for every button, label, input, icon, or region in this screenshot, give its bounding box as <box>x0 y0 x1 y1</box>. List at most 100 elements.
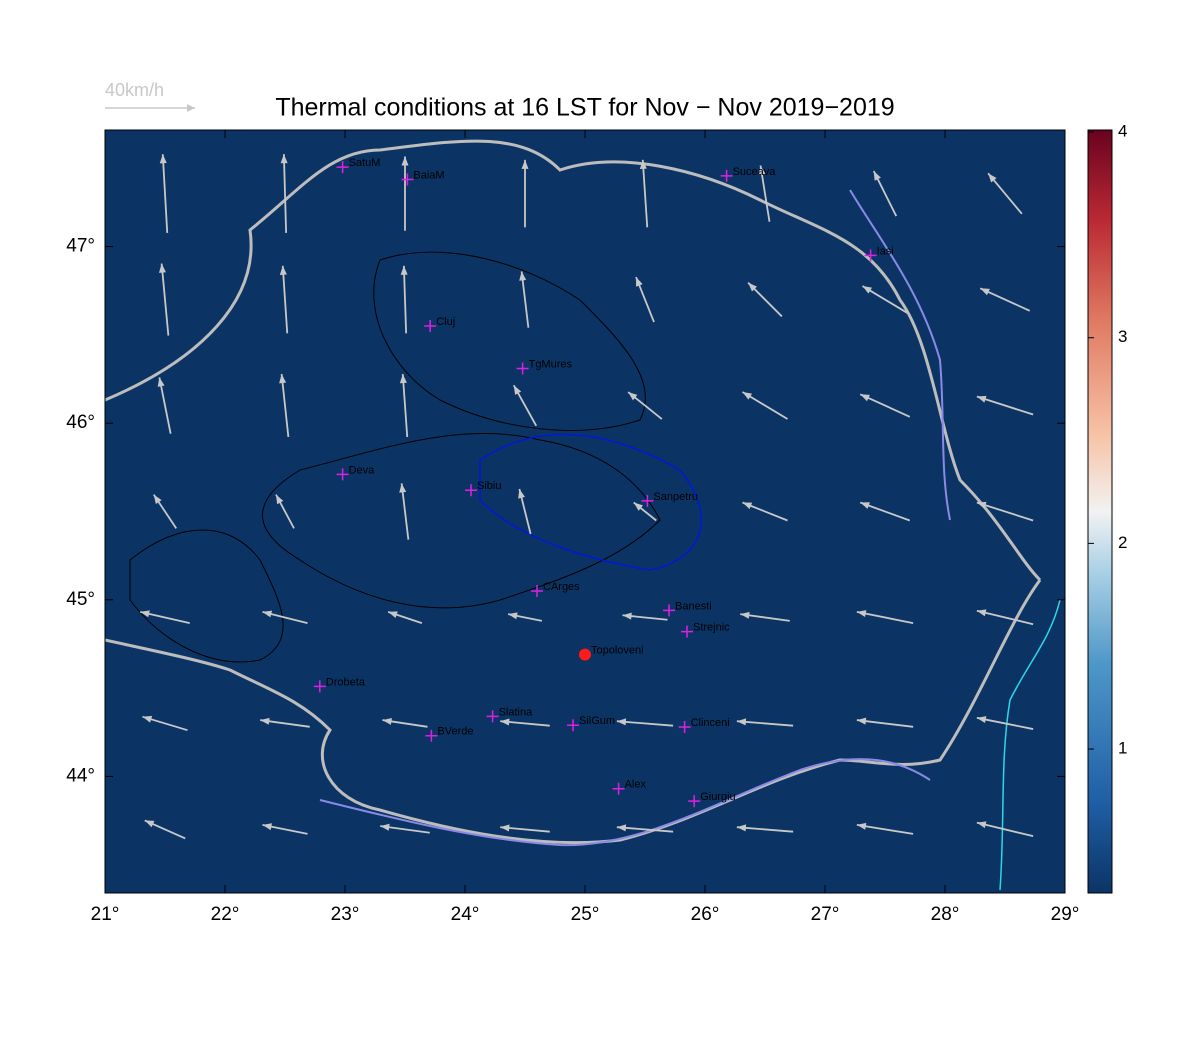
arrow-head <box>500 718 510 726</box>
y-tick-label: 44° <box>66 765 95 786</box>
arrow-head <box>976 609 987 617</box>
wind-arrow <box>382 717 428 728</box>
city-marker <box>401 173 414 186</box>
arrow-head <box>380 823 390 831</box>
city-marker <box>336 161 349 174</box>
arrow-shaft <box>281 265 289 334</box>
arrow-head <box>521 159 529 169</box>
arrow-head <box>279 265 287 276</box>
arrow-shaft <box>158 377 172 434</box>
wind-arrow <box>859 393 911 418</box>
wind-arrow <box>140 610 190 624</box>
arrow-head <box>140 610 150 618</box>
arrow-head <box>976 821 987 829</box>
wind-arrow <box>736 718 794 727</box>
colorbar-tick-label: 1 <box>1118 739 1127 758</box>
wind-arrow <box>976 501 1034 522</box>
wind-arrow <box>262 823 308 835</box>
arrow-head <box>860 502 870 509</box>
arrow-head <box>628 392 638 401</box>
arrow-shaft <box>736 826 794 833</box>
city-marker <box>681 625 693 638</box>
wind-arrow <box>500 824 550 833</box>
arrow-head <box>159 154 167 164</box>
city-marker <box>486 710 499 723</box>
x-tick-label: 25° <box>571 904 600 925</box>
wind-arrow <box>401 156 409 231</box>
city-label: BaiaM <box>413 169 444 181</box>
arrow-head <box>519 271 527 281</box>
wind-arrow <box>260 717 310 728</box>
river <box>849 189 951 521</box>
city-label: Strejnic <box>693 622 730 634</box>
wind-arrow <box>521 159 529 228</box>
arrow-head <box>736 824 747 832</box>
city-marker <box>567 719 579 732</box>
city-marker <box>516 362 529 375</box>
wind-arrow <box>262 610 308 624</box>
arrow-head <box>262 823 273 831</box>
wind-arrow <box>500 718 550 727</box>
city-label: Alex <box>625 779 647 791</box>
wind-arrow <box>856 822 914 835</box>
arrow-shaft <box>282 154 288 233</box>
wind-arrow <box>616 824 674 833</box>
arrow-head <box>279 374 287 384</box>
arrow-shaft <box>976 821 1034 838</box>
wind-arrow <box>279 373 290 438</box>
wind-arrow <box>976 716 1034 730</box>
wind-arrow <box>979 287 1031 312</box>
city-marker <box>531 584 543 597</box>
arrow-shaft <box>280 373 290 438</box>
colorbar-tick-label: 2 <box>1118 533 1127 552</box>
wind-arrow <box>736 824 794 833</box>
y-tick-label: 45° <box>66 589 95 610</box>
wind-arrow <box>153 494 177 529</box>
colorbar-tick-label: 3 <box>1118 327 1127 346</box>
city-label: CArges <box>543 581 580 593</box>
arrow-head <box>622 612 632 620</box>
arrow-head <box>639 159 647 170</box>
arrow-head <box>873 171 881 181</box>
arrow-head <box>400 265 408 275</box>
arrow-shaft <box>161 154 169 234</box>
arrow-head <box>144 820 155 828</box>
wind-arrow <box>856 717 914 728</box>
arrow-shaft <box>400 483 410 540</box>
wind-arrow <box>144 819 186 840</box>
wind-arrow <box>856 610 914 624</box>
coastline <box>999 599 1061 891</box>
city-marker <box>641 494 654 507</box>
wind-arrow <box>639 159 649 228</box>
arrow-head <box>388 611 398 619</box>
wind-arrow <box>512 384 538 427</box>
wind-arrow <box>742 501 788 522</box>
x-tick-label: 23° <box>331 904 360 925</box>
city-label: BVerde <box>437 726 473 738</box>
arrow-shaft <box>976 609 1034 626</box>
city-marker <box>663 604 675 617</box>
wind-arrow <box>399 373 409 438</box>
arrow-shaft <box>976 716 1034 730</box>
x-tick-label: 28° <box>931 904 960 925</box>
contour <box>129 529 284 663</box>
arrow-head <box>153 494 162 505</box>
x-tick-label: 27° <box>811 904 840 925</box>
wind-arrow <box>976 821 1034 838</box>
arrow-head <box>508 612 518 620</box>
city-label: Slatina <box>499 706 534 718</box>
arrow-head <box>636 277 643 287</box>
city-marker <box>720 169 733 182</box>
arrow-head <box>142 715 153 723</box>
arrow-head <box>856 822 867 830</box>
arrow-head <box>860 394 870 402</box>
wind-arrow <box>627 391 663 420</box>
wind-arrow <box>519 271 530 328</box>
arrow-head <box>748 282 757 292</box>
chart-title: Thermal conditions at 16 LST for Nov − N… <box>275 94 894 122</box>
colorbar-tick-label: 4 <box>1118 122 1127 141</box>
city-label: Iasi <box>877 245 894 257</box>
arrow-head <box>262 610 273 618</box>
arrow-head <box>260 717 270 725</box>
